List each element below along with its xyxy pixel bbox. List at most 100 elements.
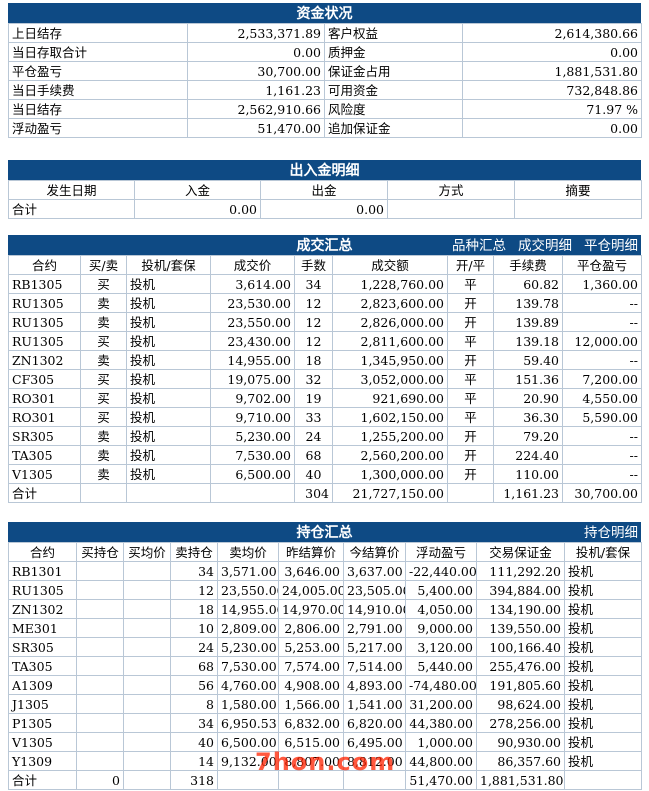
table-cell: 111,292.20 xyxy=(476,561,565,581)
total-pnl: 30,700.00 xyxy=(562,483,642,503)
table-cell: 投机 xyxy=(564,751,642,771)
table-cell: 12 xyxy=(294,312,333,332)
nav-link[interactable]: 平仓明细 xyxy=(584,238,638,254)
trades-total-row: 合计 304 21,727,150.00 1,161.23 30,700.00 xyxy=(8,483,642,503)
table-cell: CF305 xyxy=(8,369,81,389)
table-row: TA305 卖投机 7,530.00 68 2,560,200.00 开 224.40 -- xyxy=(8,445,642,465)
table-cell: 2,806.00 xyxy=(278,618,344,638)
table-cell: 191,805.60 xyxy=(476,675,565,695)
table-cell xyxy=(76,561,124,581)
table-cell: -- xyxy=(562,464,642,484)
table-row: ZN1302 卖投机 14,955.00 18 1,345,950.00 开 59.40 -- xyxy=(8,350,642,370)
table-cell: 6,820.00 xyxy=(343,713,406,733)
table-cell: 23,505.00 xyxy=(343,580,406,600)
table-cell: 90,930.00 xyxy=(476,732,565,752)
table-row: SR305 24 5,230.00 5,253.00 5,217.00 3,120.00 1… xyxy=(8,637,642,657)
table-cell: 32 xyxy=(294,369,333,389)
nav-link[interactable]: 持仓明细 xyxy=(584,525,638,541)
total-lots: 304 xyxy=(294,483,333,503)
funds-title: 资金状况 xyxy=(8,3,641,23)
funds-value: 2,614,380.66 xyxy=(462,23,642,43)
table-cell: -- xyxy=(562,293,642,313)
table-cell: 2,811,600.00 xyxy=(332,331,448,351)
table-cell: 34 xyxy=(170,713,218,733)
table-row: RU1305 买投机 23,430.00 12 2,811,600.00 平 139.18 1… xyxy=(8,331,642,351)
table-cell: RU1305 xyxy=(8,312,81,332)
table-cell: 278,256.00 xyxy=(476,713,565,733)
table-cell: 34 xyxy=(294,274,333,294)
table-cell: V1305 xyxy=(8,732,77,752)
funds-label: 保证金占用 xyxy=(324,61,463,81)
table-cell: 投机 xyxy=(564,599,642,619)
table-cell: P1305 xyxy=(8,713,77,733)
table-cell: 1,602,150.00 xyxy=(332,407,448,427)
table-cell: 投机 xyxy=(564,694,642,714)
funds-label: 平仓盈亏 xyxy=(8,61,188,81)
table-cell: RU1305 xyxy=(8,293,81,313)
table-cell: 1,300,000.00 xyxy=(332,464,448,484)
table-cell: 投机 xyxy=(126,369,211,389)
column-header: 卖持仓 xyxy=(170,542,218,562)
table-cell: ZN1302 xyxy=(8,599,77,619)
column-header: 出金 xyxy=(260,180,388,200)
trades-table: 合约 买/卖 投机/套保 成交价 手数 成交额 开/平 手续费 平仓盈亏 RB1305 买投机 3,6… xyxy=(8,255,642,503)
table-cell: 3,052,000.00 xyxy=(332,369,448,389)
column-header: 合约 xyxy=(8,542,77,562)
table-cell: 98,624.00 xyxy=(476,694,565,714)
table-cell: 4,550.00 xyxy=(562,388,642,408)
cashflow-title: 出入金明细 xyxy=(8,160,641,180)
table-cell: 10 xyxy=(170,618,218,638)
table-cell: 134,190.00 xyxy=(476,599,565,619)
table-cell: 5,217.00 xyxy=(343,637,406,657)
table-cell: 7,574.00 xyxy=(278,656,344,676)
table-cell: 24 xyxy=(294,426,333,446)
positions-table: 合约 买持仓 买均价 卖持仓 卖均价 昨结算价 今结算价 浮动盈亏 交易保证金 投机/套保 RB13… xyxy=(8,542,642,790)
table-row: J1305 8 1,580.00 1,566.00 1,541.00 31,200.00 9… xyxy=(8,694,642,714)
table-cell xyxy=(76,694,124,714)
table-cell: ME301 xyxy=(8,618,77,638)
table-cell: 24,005.00 xyxy=(278,580,344,600)
table-cell: 6,500.00 xyxy=(217,732,279,752)
table-cell xyxy=(123,694,171,714)
column-header: 买持仓 xyxy=(76,542,124,562)
table-cell: 5,440.00 xyxy=(405,656,477,676)
table-cell: 投机 xyxy=(126,331,211,351)
table-cell: 6,832.00 xyxy=(278,713,344,733)
table-cell xyxy=(76,618,124,638)
table-cell xyxy=(76,599,124,619)
table-cell: 9,710.00 xyxy=(210,407,295,427)
nav-link[interactable]: 品种汇总 xyxy=(452,238,506,254)
column-header: 手数 xyxy=(294,255,333,275)
column-header: 投机/套保 xyxy=(126,255,211,275)
table-row: RB1301 34 3,571.00 3,646.00 3,637.00 -22,440.… xyxy=(8,561,642,581)
table-cell: -- xyxy=(562,350,642,370)
funds-row: 浮动盈亏 51,470.00 追加保证金 0.00 xyxy=(8,118,642,138)
table-cell: 36.30 xyxy=(493,407,563,427)
total-method xyxy=(387,199,515,219)
column-header: 方式 xyxy=(387,180,515,200)
table-cell xyxy=(123,732,171,752)
column-header: 昨结算价 xyxy=(278,542,344,562)
table-cell: RO301 xyxy=(8,407,81,427)
table-cell: 34 xyxy=(170,561,218,581)
table-cell: 139.18 xyxy=(493,331,563,351)
table-row: P1305 34 6,950.53 6,832.00 6,820.00 44,380.00… xyxy=(8,713,642,733)
table-row: TA305 68 7,530.00 7,574.00 7,514.00 5,440.00 2… xyxy=(8,656,642,676)
funds-value: 2,562,910.66 xyxy=(187,99,325,119)
watermark: 7hon.com xyxy=(255,748,396,776)
trades-panel: 成交汇总 品种汇总 成交明细 平仓明细 合约 买/卖 投机/套保 成交价 手数 成交额 开/平手… xyxy=(8,235,642,503)
table-cell: SR305 xyxy=(8,426,81,446)
table-cell xyxy=(123,580,171,600)
funds-value: 71.97 % xyxy=(462,99,642,119)
total-label: 合计 xyxy=(8,199,135,219)
table-cell: 3,646.00 xyxy=(278,561,344,581)
table-cell: 8,807.00 xyxy=(278,751,344,771)
table-row: SR305 卖投机 5,230.00 24 1,255,200.00 开 79.20 -- xyxy=(8,426,642,446)
table-cell xyxy=(76,580,124,600)
trades-title: 成交汇总 xyxy=(296,238,353,254)
table-cell: V1305 xyxy=(8,464,81,484)
table-cell: 投机 xyxy=(564,713,642,733)
table-cell: 4,908.00 xyxy=(278,675,344,695)
table-cell: 投机 xyxy=(564,618,642,638)
nav-link[interactable]: 成交明细 xyxy=(518,238,572,254)
